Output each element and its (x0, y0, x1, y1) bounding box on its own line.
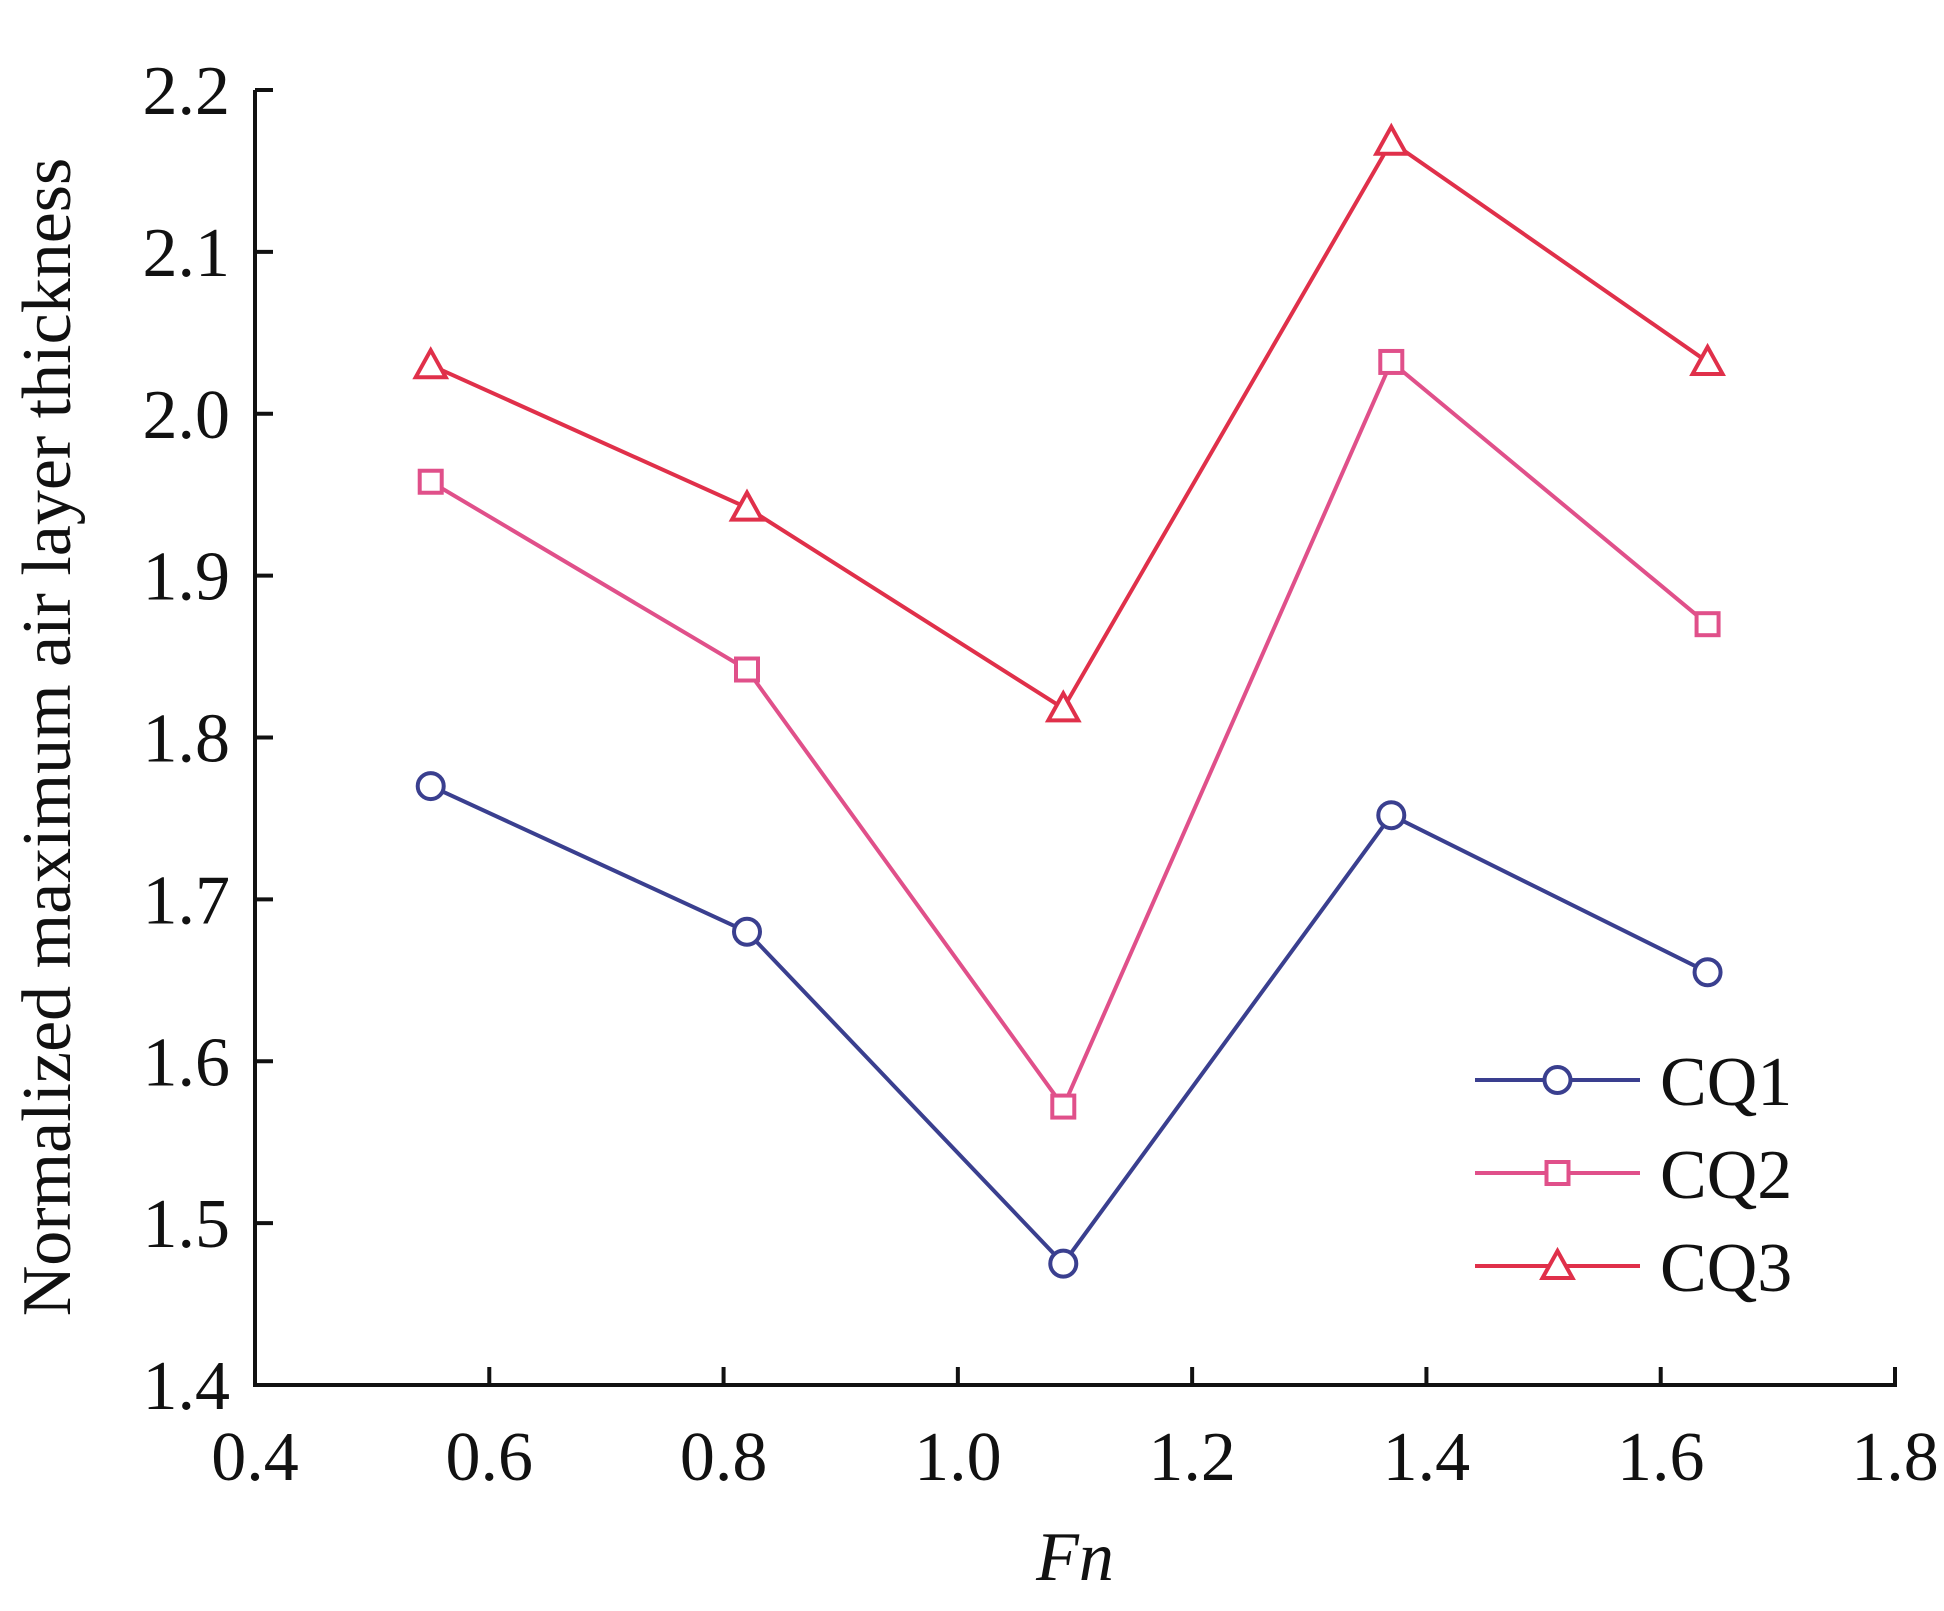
data-point-triangle (1689, 342, 1726, 376)
data-point-triangle (1044, 689, 1082, 723)
data-point-triangle (728, 488, 766, 522)
x-tick-label: 0.4 (211, 1419, 299, 1496)
x-tick-label: 1.4 (1383, 1419, 1471, 1496)
legend-marker-circle (1542, 1065, 1573, 1095)
y-tick-label: 1.9 (143, 539, 231, 616)
x-axis-title: Fn (1035, 1519, 1114, 1596)
series-layer (412, 122, 1726, 1279)
data-point-circle (1048, 1248, 1079, 1279)
x-tick-label: 1.8 (1851, 1419, 1939, 1496)
legend-item-cq3: CQ3 (1475, 1230, 1792, 1307)
axis-frame (253, 90, 1897, 1387)
y-tick-label: 2.0 (143, 377, 231, 454)
legend-label: CQ1 (1660, 1044, 1792, 1121)
legend-marker-square (1544, 1160, 1571, 1186)
data-point-triangle (412, 346, 450, 380)
y-tick-label: 1.5 (143, 1186, 231, 1263)
x-tick-label: 0.8 (680, 1419, 768, 1496)
y-ticks: 1.4 1.5 1.6 1.7 1.8 1.9 2.0 2.1 2.2 (143, 53, 273, 1425)
data-point-square (1050, 1093, 1077, 1120)
legend-item-cq2: CQ2 (1475, 1137, 1792, 1214)
series-line (429, 784, 1709, 1267)
legend: CQ1 CQ2 CQ3 (1475, 1044, 1792, 1307)
y-tick-label: 2.1 (143, 215, 231, 292)
legend-label: CQ3 (1660, 1230, 1792, 1307)
series-cq1 (415, 771, 1723, 1279)
y-tick-label: 2.2 (143, 53, 231, 130)
legend-item-cq1: CQ1 (1475, 1044, 1792, 1121)
data-point-square (1694, 611, 1721, 638)
x-tick-label: 1.0 (914, 1419, 1002, 1496)
x-ticks: 0.4 0.6 0.8 1.0 1.2 1.4 1.6 1.8 (211, 1367, 1939, 1496)
legend-marker-triangle (1539, 1246, 1576, 1280)
y-tick-label: 1.6 (143, 1024, 231, 1101)
data-point-circle (1376, 800, 1407, 831)
data-point-circle (732, 916, 762, 947)
x-tick-label: 1.2 (1148, 1419, 1236, 1496)
data-point-square (417, 468, 444, 495)
series-line (429, 358, 1709, 1111)
x-tick-label: 1.6 (1617, 1419, 1705, 1496)
y-tick-label: 1.7 (143, 862, 231, 939)
legend-label: CQ2 (1660, 1137, 1792, 1214)
axes (253, 90, 1897, 1387)
data-point-circle (415, 771, 446, 802)
y-axis-title: Normalized maximum air layer thickness (9, 158, 86, 1317)
series-line (429, 138, 1709, 712)
data-point-triangle (1372, 122, 1410, 156)
series-cq3 (412, 122, 1726, 723)
y-tick-label: 1.4 (143, 1348, 231, 1425)
y-tick-label: 1.8 (143, 701, 231, 778)
data-point-square (734, 656, 760, 683)
x-tick-label: 0.6 (446, 1419, 534, 1496)
data-point-square (1378, 348, 1405, 375)
series-cq2 (417, 348, 1721, 1120)
data-point-circle (1692, 957, 1723, 988)
